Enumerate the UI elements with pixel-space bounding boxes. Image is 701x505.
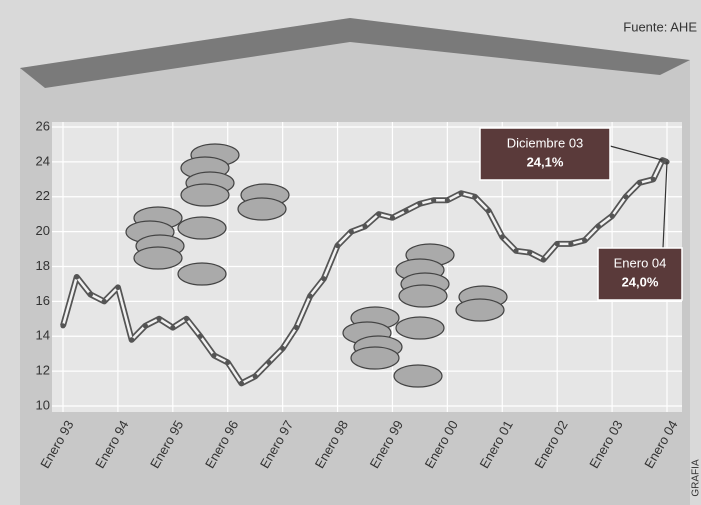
point (280, 346, 285, 351)
point (266, 360, 271, 365)
point (362, 224, 367, 229)
point (211, 353, 216, 358)
point (115, 285, 120, 290)
point (596, 224, 601, 229)
callout-title: Enero 04 (614, 255, 667, 270)
point (335, 243, 340, 248)
point (527, 250, 532, 255)
source: Fuente: AHE (623, 19, 697, 34)
point (500, 234, 505, 239)
page: {"chart_data": {"type": "line", "source"… (0, 0, 701, 505)
point (253, 374, 258, 379)
y-tick-label: 10 (36, 397, 50, 412)
point (170, 325, 175, 330)
point (472, 194, 477, 199)
value-label: 24,0% (622, 274, 659, 289)
point (294, 325, 299, 330)
point (184, 316, 189, 321)
point (513, 248, 518, 253)
point (307, 294, 312, 299)
point (321, 276, 326, 281)
y-tick-label: 12 (36, 363, 50, 378)
point (239, 381, 244, 386)
point (651, 177, 656, 182)
chart: Fuente: AHE GRAFIA 10 12 14 16 18 20 22 24 26 Ene… (0, 0, 701, 505)
point (129, 337, 134, 342)
y-tick-label: 24 (36, 153, 50, 168)
point (404, 208, 409, 213)
point (623, 194, 628, 199)
point (349, 229, 354, 234)
point (582, 238, 587, 243)
y-tick-label: 16 (36, 293, 50, 308)
point (390, 215, 395, 220)
point (486, 208, 491, 213)
point (156, 316, 161, 321)
point (555, 241, 560, 246)
callout-title: Diciembre 03 (507, 135, 584, 150)
point (637, 180, 642, 185)
point (102, 299, 107, 304)
point (458, 191, 463, 196)
point (74, 274, 79, 279)
point (376, 212, 381, 217)
point (609, 213, 614, 218)
point (445, 198, 450, 203)
y-tick-label: 14 (36, 328, 50, 343)
y-tick-label: 26 (36, 118, 50, 133)
point (431, 198, 436, 203)
point (417, 201, 422, 206)
point (143, 323, 148, 328)
y-tick-label: 20 (36, 223, 50, 238)
point (198, 334, 203, 339)
point (541, 257, 546, 262)
point (88, 292, 93, 297)
y-tick-label: 22 (36, 188, 50, 203)
credit: GRAFIA (691, 459, 701, 497)
y-tick-label: 18 (36, 258, 50, 273)
point (568, 241, 573, 246)
point (60, 323, 65, 328)
point (225, 360, 230, 365)
value-label: 24,1% (527, 154, 564, 169)
